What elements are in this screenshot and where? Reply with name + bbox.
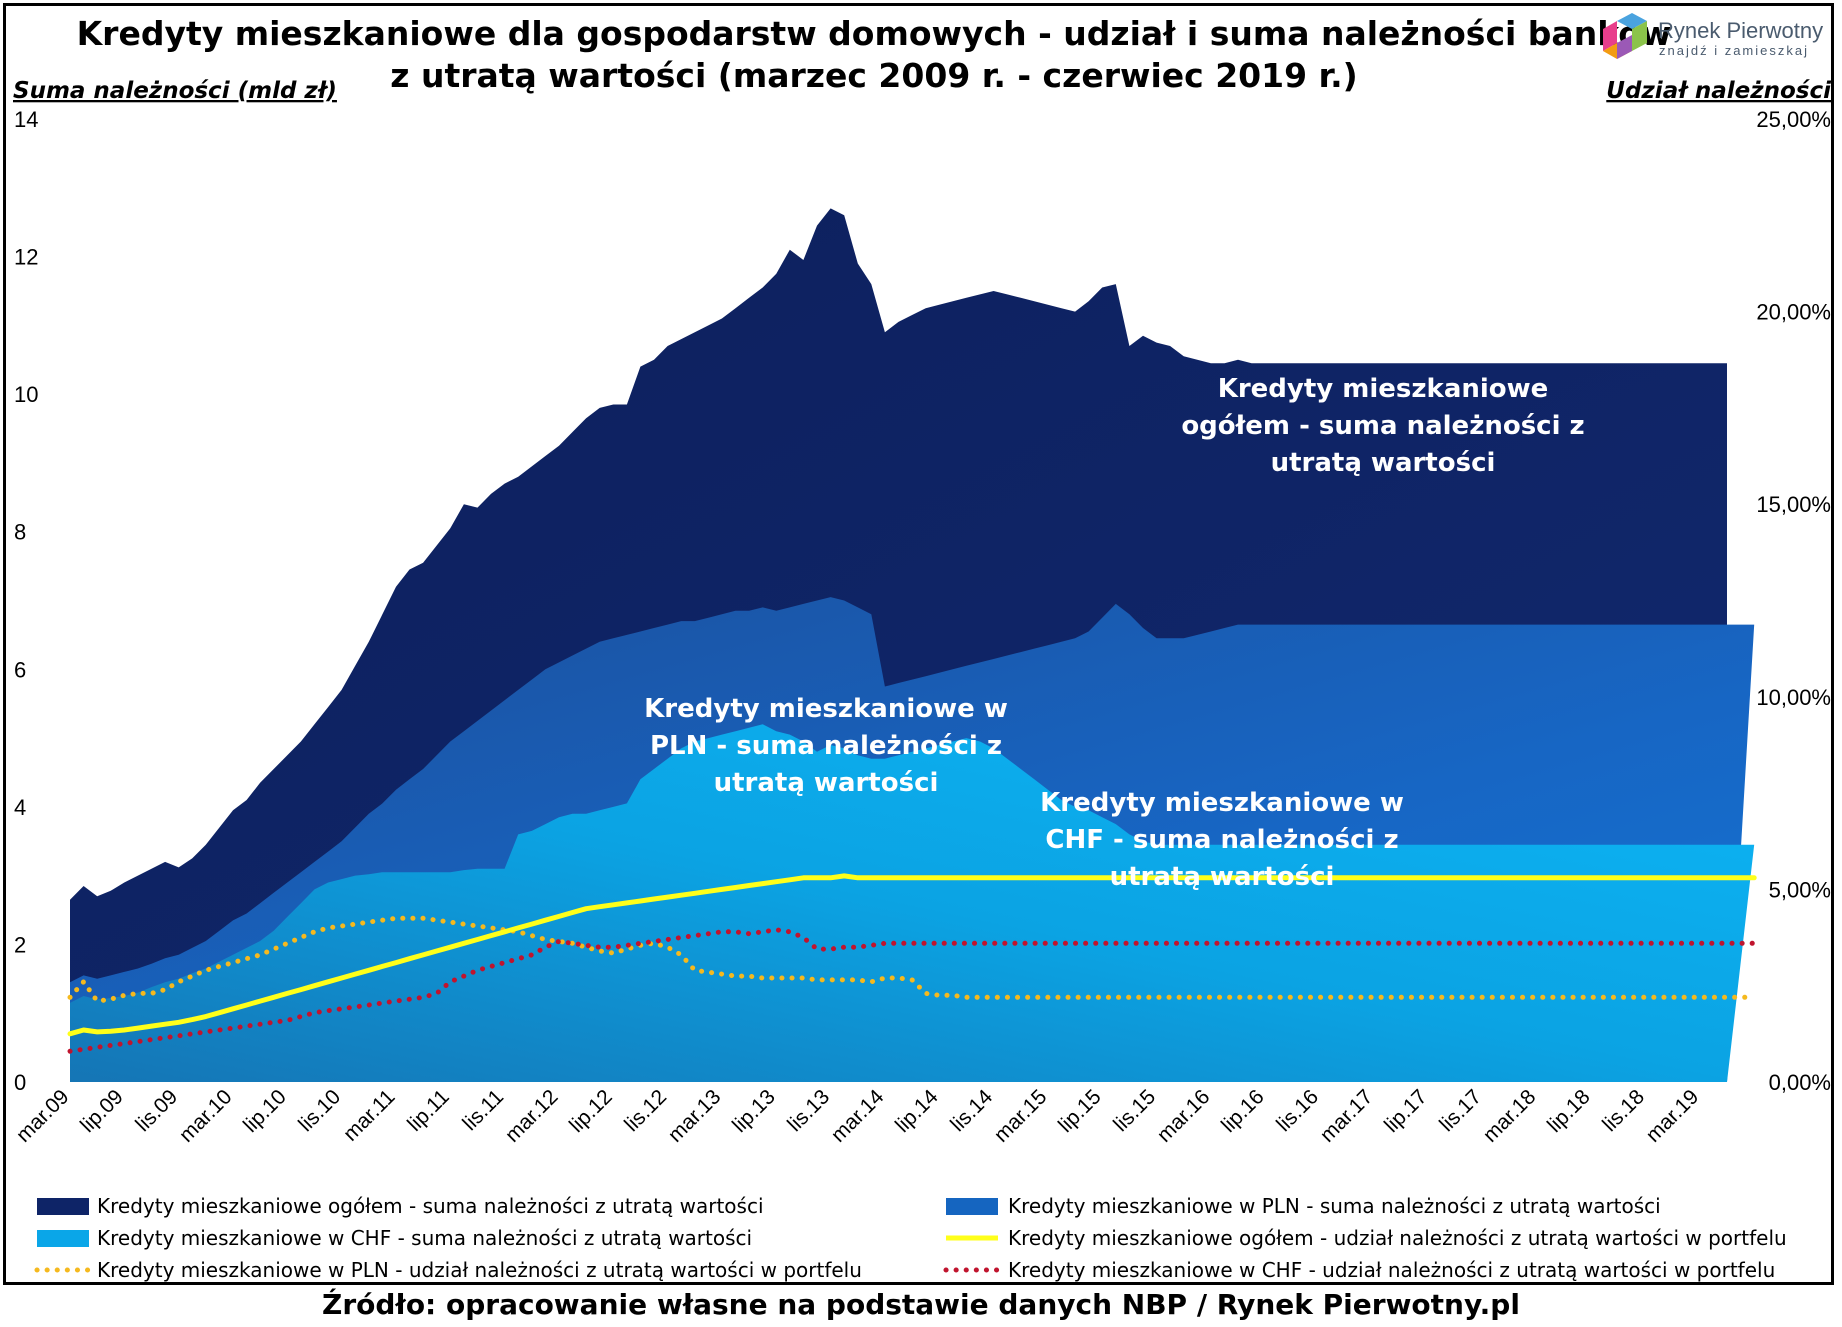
y-right-tick-label: 5,00% — [1769, 877, 1831, 902]
x-tick-label: mar.10 — [175, 1085, 237, 1147]
annotation-total: Kredyty mieszkaniowe ogółem - suma należ… — [1181, 374, 1584, 478]
y-right-axis-title: Udział należności — [1606, 78, 1832, 104]
annotation-pln-line1: Kredyty mieszkaniowe w — [644, 694, 1008, 724]
y-right-tick-label: 25,00% — [1756, 107, 1831, 132]
x-tick-label: lip.11 — [403, 1085, 454, 1136]
y-left-tick-label: 8 — [14, 520, 26, 545]
y-right-tick-label: 20,00% — [1756, 300, 1831, 325]
line-chf-share — [67, 927, 1757, 1054]
x-tick-label: lip.10 — [239, 1085, 291, 1137]
x-tick-label: lis.18 — [1598, 1085, 1649, 1136]
legend-label-pln-share: Kredyty mieszkaniowe w PLN - udział nale… — [97, 1258, 862, 1282]
x-tick-label: mar.18 — [1479, 1085, 1541, 1147]
annotation-total-line2: ogółem - suma należności z — [1181, 411, 1584, 441]
legend-item-total-share: Kredyty mieszkaniowe ogółem - udział nal… — [946, 1226, 1787, 1250]
x-tick-label: mar.16 — [1153, 1085, 1215, 1147]
x-tick-label: mar.15 — [990, 1085, 1052, 1147]
x-tick-label: mar.13 — [664, 1085, 726, 1147]
annotation-pln-line2: PLN - suma należności z — [650, 731, 1002, 761]
x-tick-label: lis.09 — [131, 1085, 182, 1136]
annotation-pln: Kredyty mieszkaniowe w PLN - suma należn… — [644, 694, 1008, 798]
y-left-tick-label: 6 — [14, 657, 26, 682]
logo-tagline: znajdź i zamieszkaj — [1659, 43, 1809, 58]
logo-name: Rynek Pierwotny — [1658, 18, 1823, 43]
y-left-tick-label: 0 — [14, 1070, 26, 1095]
x-tick-label: lip.12 — [565, 1085, 617, 1137]
x-tick-label: lis.14 — [946, 1085, 997, 1136]
legend-item-pln-area: Kredyty mieszkaniowe w PLN - suma należn… — [946, 1194, 1661, 1218]
y-left-tick-label: 12 — [14, 245, 38, 270]
legend-item-chf-share: Kredyty mieszkaniowe w CHF - udział nale… — [943, 1258, 1775, 1282]
x-tick-label: lip.13 — [728, 1085, 780, 1137]
x-tick-label: mar.12 — [501, 1085, 563, 1147]
x-tick-label: lip.18 — [1543, 1085, 1595, 1137]
legend-label-pln-area: Kredyty mieszkaniowe w PLN - suma należn… — [1008, 1194, 1661, 1218]
legend-item-total-area: Kredyty mieszkaniowe ogółem - suma należ… — [37, 1194, 764, 1218]
line-pln-share — [67, 915, 1757, 1004]
x-tick-label: lis.11 — [458, 1085, 508, 1135]
y-left-tick-label: 2 — [14, 932, 26, 957]
legend-item-chf-area: Kredyty mieszkaniowe w CHF - suma należn… — [37, 1226, 752, 1250]
legend-item-pln-share: Kredyty mieszkaniowe w PLN - udział nale… — [34, 1258, 862, 1282]
y-right-tick-label: 0,00% — [1769, 1070, 1831, 1095]
x-tick-label: lis.17 — [1435, 1085, 1486, 1136]
y-left-tick-label: 10 — [14, 382, 38, 407]
source-note: Źródło: opracowanie własne na podstawie … — [322, 1288, 1520, 1321]
legend-swatch-total-area — [37, 1198, 89, 1215]
chart-title-line2: z utratą wartości (marzec 2009 r. - czer… — [390, 56, 1357, 95]
x-tick-label: lis.13 — [783, 1085, 834, 1136]
legend-swatch-chf-area — [37, 1230, 89, 1247]
y-right-tick-label: 15,00% — [1756, 492, 1831, 517]
annotation-chf-line2: CHF - suma należności z — [1045, 825, 1398, 855]
y-left-tick-label: 14 — [14, 107, 38, 132]
annotation-chf: Kredyty mieszkaniowe w CHF - suma należn… — [1040, 788, 1404, 892]
chart-title-line1: Kredyty mieszkaniowe dla gospodarstw dom… — [77, 14, 1672, 53]
y-right-tick-label: 10,00% — [1756, 685, 1831, 710]
x-tick-label: lis.12 — [620, 1085, 671, 1136]
logo-cubes-icon — [1603, 13, 1647, 59]
x-tick-label: mar.19 — [1642, 1085, 1704, 1147]
y-left-ticks: 0 2 4 6 8 10 12 14 — [14, 107, 38, 1095]
x-tick-label: lip.14 — [891, 1085, 943, 1137]
y-left-tick-label: 4 — [14, 795, 26, 820]
legend-label-chf-area: Kredyty mieszkaniowe w CHF - suma należn… — [97, 1226, 752, 1250]
legend: Kredyty mieszkaniowe ogółem - suma należ… — [34, 1194, 1787, 1282]
y-right-ticks: 0,00% 5,00% 10,00% 15,00% 20,00% 25,00% — [1756, 107, 1831, 1095]
x-tick-label: lip.16 — [1217, 1085, 1269, 1137]
plot-lines — [67, 873, 1757, 1054]
x-tick-label: lip.17 — [1380, 1085, 1432, 1137]
x-tick-label: mar.17 — [1316, 1085, 1378, 1147]
annotation-total-line1: Kredyty mieszkaniowe — [1218, 374, 1549, 404]
x-tick-label: lis.15 — [1109, 1085, 1160, 1136]
x-tick-label: lip.09 — [76, 1085, 128, 1137]
logo: Rynek Pierwotny znajdź i zamieszkaj — [1603, 13, 1823, 59]
x-tick-label: lis.10 — [294, 1085, 345, 1136]
line-total-share — [67, 873, 1757, 1037]
legend-label-total-area: Kredyty mieszkaniowe ogółem - suma należ… — [97, 1194, 764, 1218]
area-chf — [70, 724, 1755, 1082]
y-left-axis-title: Suma należności (mld zł) — [13, 78, 337, 104]
legend-label-chf-share: Kredyty mieszkaniowe w CHF - udział nale… — [1008, 1258, 1775, 1282]
annotation-chf-line1: Kredyty mieszkaniowe w — [1040, 788, 1404, 818]
plot-areas — [70, 208, 1755, 1082]
x-tick-label: lip.15 — [1054, 1085, 1106, 1137]
chart: Kredyty mieszkaniowe dla gospodarstw dom… — [12, 13, 1832, 1282]
legend-swatch-pln-area — [946, 1198, 998, 1215]
annotation-total-line3: utratą wartości — [1271, 448, 1496, 478]
x-tick-label: mar.14 — [827, 1085, 889, 1147]
x-tick-label: mar.11 — [339, 1085, 400, 1146]
annotation-pln-line3: utratą wartości — [714, 768, 939, 798]
legend-label-total-share: Kredyty mieszkaniowe ogółem - udział nal… — [1008, 1226, 1787, 1250]
x-tick-label: lis.16 — [1272, 1085, 1323, 1136]
annotation-chf-line3: utratą wartości — [1110, 862, 1335, 892]
